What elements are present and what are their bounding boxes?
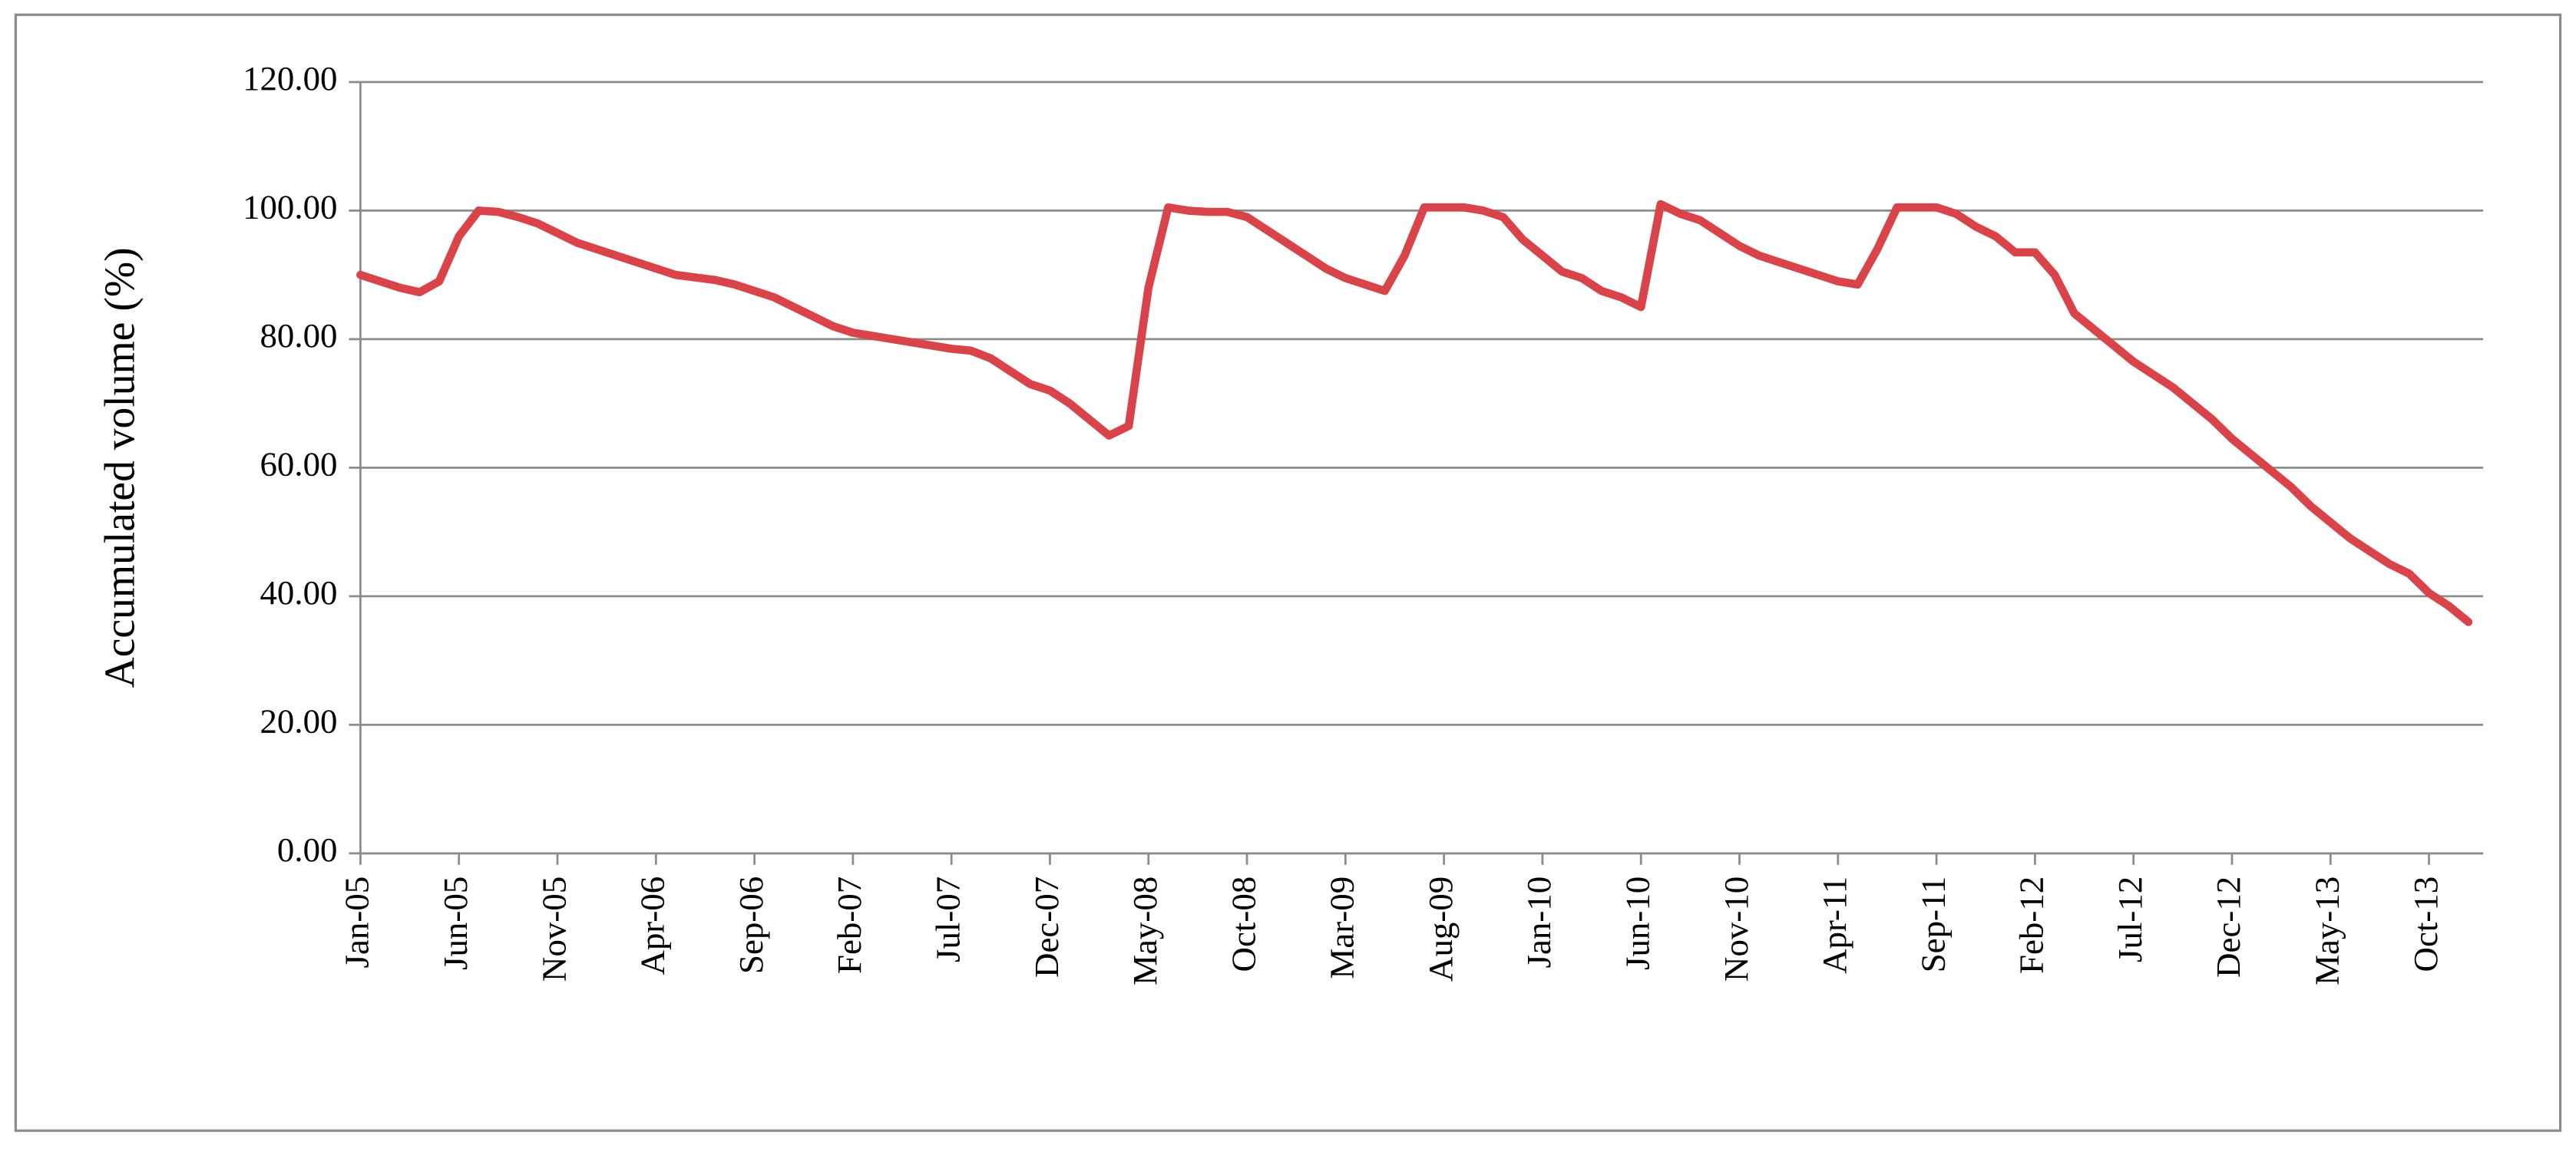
x-tick-label: Aug-09	[1421, 876, 1460, 982]
y-tick-label: 80.00	[260, 316, 337, 355]
x-tick-label: Feb-07	[830, 876, 868, 974]
x-tick-label: Jun-05	[436, 876, 475, 970]
y-axis-title: Accumulated volume (%)	[96, 247, 144, 688]
x-tick-label: Sep-06	[732, 876, 770, 974]
x-tick-label: May-08	[1126, 876, 1164, 985]
x-tick-label: Oct-13	[2406, 876, 2445, 972]
x-tick-label: Sep-11	[1913, 876, 1952, 973]
data-line	[356, 200, 2473, 626]
x-tick-label: Apr-11	[1815, 876, 1853, 974]
y-tick-label: 20.00	[260, 702, 337, 741]
x-tick-label: Oct-08	[1224, 876, 1262, 972]
x-tick-label: Dec-07	[1027, 876, 1066, 978]
y-tick-label: 100.00	[243, 188, 337, 226]
chart-border	[14, 13, 2562, 1132]
x-tick-label: Dec-12	[2209, 876, 2247, 978]
y-tick-label: 0.00	[277, 830, 338, 869]
x-tick-label: Apr-06	[633, 876, 672, 975]
y-tick-label: 40.00	[260, 573, 337, 612]
y-tick-label: 120.00	[243, 59, 337, 97]
x-tick-label: Jan-05	[338, 876, 376, 969]
x-tick-label: Mar-09	[1323, 876, 1361, 979]
x-tick-label: Jan-10	[1519, 876, 1558, 969]
x-tick-label: May-13	[2308, 876, 2346, 985]
x-tick-label: Jun-10	[1619, 876, 1657, 970]
y-tick-label: 60.00	[260, 445, 337, 484]
x-tick-label: Nov-10	[1717, 876, 1755, 982]
x-tick-label: Jul-07	[928, 876, 967, 962]
x-tick-label: Jul-12	[2111, 876, 2149, 962]
x-tick-label: Feb-12	[2012, 876, 2051, 974]
x-tick-label: Nov-05	[534, 876, 573, 982]
